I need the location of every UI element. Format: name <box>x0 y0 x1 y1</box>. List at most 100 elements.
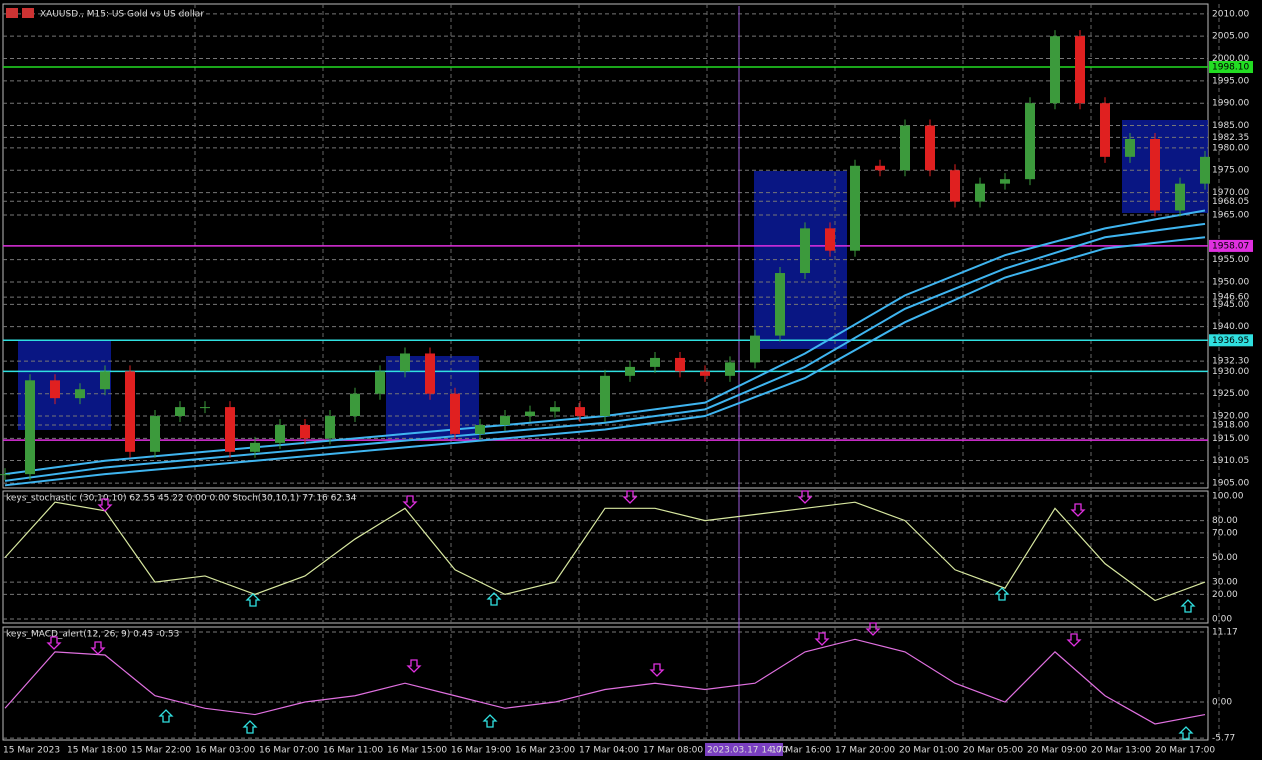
x-tick-label: 16 Mar 07:00 <box>259 746 319 756</box>
y-tick-label: 1995.00 <box>1212 76 1249 86</box>
x-tick-label: 16 Mar 19:00 <box>451 746 511 756</box>
candle <box>350 393 360 417</box>
moving-average <box>4 222 1206 482</box>
candle <box>725 362 735 376</box>
y-tick-label: 1925.00 <box>1212 389 1249 399</box>
window-title: XAUUSD., M15: US Gold vs US dollar <box>40 10 204 20</box>
indicator-line <box>4 638 1206 725</box>
candle <box>675 357 685 372</box>
y-tick-label: 1975.00 <box>1212 166 1249 176</box>
y-tick-label: 50.00 <box>1212 553 1238 563</box>
signal-arrow <box>90 641 106 655</box>
candle <box>700 371 710 376</box>
candle <box>775 273 785 336</box>
candle <box>1175 183 1185 211</box>
candle <box>300 424 310 439</box>
y-tick-label: 1985.00 <box>1212 121 1249 131</box>
level-label: 1936.95 <box>1212 336 1249 346</box>
cursor-time-box <box>705 743 783 756</box>
signal-arrow <box>1070 503 1086 517</box>
signal-arrow <box>622 490 638 504</box>
level-label: 1958.07 <box>1212 241 1249 251</box>
y-tick-label: 1910.05 <box>1212 456 1249 466</box>
candle <box>600 375 610 417</box>
x-tick-label: 20 Mar 01:00 <box>899 746 959 756</box>
x-tick-label: 16 Mar 15:00 <box>387 746 447 756</box>
candle <box>500 416 510 425</box>
signal-arrow <box>1066 633 1082 647</box>
signal-arrow <box>486 592 502 606</box>
y-tick-label: 1965.00 <box>1212 210 1249 220</box>
signal-arrow <box>1178 726 1194 740</box>
candle <box>800 228 810 274</box>
signal-arrow <box>97 498 113 512</box>
candle <box>150 416 160 452</box>
candle <box>575 407 585 417</box>
y-tick-label: 1920.00 <box>1212 412 1249 422</box>
candle <box>650 357 660 367</box>
y-tick-label: 2000.00 <box>1212 54 1249 64</box>
x-tick-label: 15 Mar 2023 <box>3 746 60 756</box>
candle <box>275 424 285 443</box>
candle <box>950 170 960 202</box>
candle <box>25 380 35 475</box>
candle <box>0 474 10 476</box>
x-tick-label: 2023.03.17 14:00 <box>707 746 788 756</box>
x-tick-label: 17 Mar 08:00 <box>643 746 703 756</box>
y-tick-label: 1950.00 <box>1212 277 1249 287</box>
candle <box>75 389 85 399</box>
candle <box>1100 103 1110 157</box>
zone <box>1122 120 1208 213</box>
signal-arrow <box>1180 599 1196 613</box>
candle <box>850 165 860 251</box>
signal-arrow <box>482 714 498 728</box>
x-tick-label: 20 Mar 13:00 <box>1091 746 1151 756</box>
candle <box>1050 36 1060 104</box>
x-tick-label: 15 Mar 22:00 <box>131 746 191 756</box>
signal-arrow <box>797 490 813 504</box>
y-tick-label: 2005.00 <box>1212 32 1249 42</box>
candle <box>1125 138 1135 157</box>
candle <box>925 125 935 171</box>
candle <box>325 416 335 439</box>
y-tick-label: 0.00 <box>1212 614 1232 624</box>
signal-arrow <box>245 593 261 607</box>
candle <box>175 407 185 417</box>
candle <box>750 335 760 363</box>
y-tick-label: 30.00 <box>1212 578 1238 588</box>
signal-arrow <box>649 663 665 677</box>
indicator-line <box>4 501 1206 602</box>
level-label-box <box>1209 334 1253 347</box>
window-icon <box>6 8 34 18</box>
candle <box>50 380 60 399</box>
y-tick-label: 1905.00 <box>1212 479 1249 489</box>
candle <box>250 442 260 452</box>
level-label: 1998.10 <box>1212 63 1249 73</box>
candle <box>200 407 210 409</box>
y-tick-label: 1980.00 <box>1212 143 1249 153</box>
stoch-title: keys_stochastic (30,10,10) 62.55 45.22 0… <box>6 494 357 504</box>
y-tick-label: 1970.00 <box>1212 188 1249 198</box>
y-tick-label: 1955.00 <box>1212 255 1249 265</box>
moving-average <box>4 236 1206 487</box>
x-tick-label: 16 Mar 03:00 <box>195 746 255 756</box>
candle <box>475 424 485 434</box>
y-tick-label: 80.00 <box>1212 516 1238 526</box>
signal-arrow <box>402 495 418 509</box>
y-tick-label: 11.17 <box>1212 628 1238 638</box>
macd-frame <box>2 626 1209 741</box>
y-tick-label: 0.00 <box>1212 698 1232 708</box>
x-tick-label: 17 Mar 16:00 <box>771 746 831 756</box>
y-tick-label: -5.77 <box>1212 734 1235 744</box>
signal-arrow <box>865 622 881 636</box>
y-tick-label: 1982.35 <box>1212 133 1249 143</box>
x-tick-label: 20 Mar 17:00 <box>1155 746 1215 756</box>
candle <box>550 407 560 412</box>
candle <box>1000 179 1010 184</box>
icon <box>22 8 34 18</box>
candle <box>525 411 535 417</box>
y-tick-label: 1990.00 <box>1212 99 1249 109</box>
x-tick-label: 20 Mar 09:00 <box>1027 746 1087 756</box>
candle <box>125 371 135 452</box>
